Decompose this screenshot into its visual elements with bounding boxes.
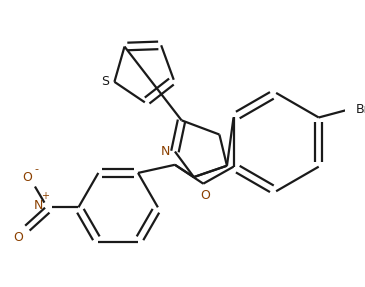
- Text: N: N: [34, 199, 43, 212]
- Text: S: S: [101, 75, 109, 88]
- Text: N: N: [161, 145, 170, 158]
- Text: -: -: [35, 164, 39, 174]
- Text: +: +: [41, 191, 49, 201]
- Text: O: O: [200, 189, 210, 201]
- Text: O: O: [23, 170, 32, 184]
- Text: O: O: [13, 231, 23, 244]
- Text: Br: Br: [356, 103, 365, 117]
